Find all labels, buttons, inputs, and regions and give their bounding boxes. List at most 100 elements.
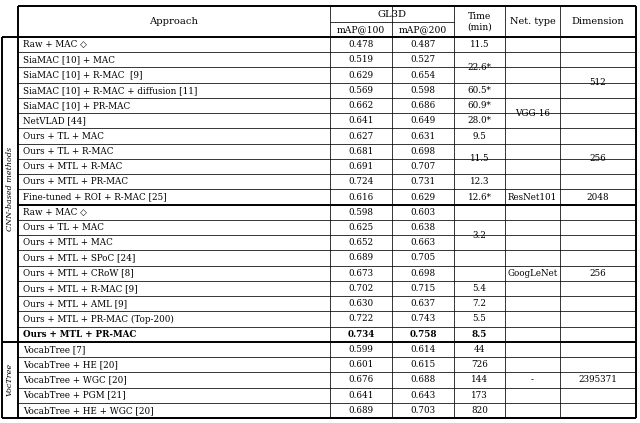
Text: 0.654: 0.654 bbox=[410, 71, 436, 80]
Text: 44: 44 bbox=[474, 345, 485, 354]
Text: 7.2: 7.2 bbox=[472, 299, 486, 308]
Text: 11.5: 11.5 bbox=[470, 154, 489, 163]
Text: 28.0*: 28.0* bbox=[468, 116, 492, 125]
Text: 0.731: 0.731 bbox=[410, 177, 436, 186]
Text: 0.629: 0.629 bbox=[348, 71, 374, 80]
Text: Net. type: Net. type bbox=[509, 17, 556, 26]
Text: 0.643: 0.643 bbox=[410, 390, 436, 400]
Text: 0.691: 0.691 bbox=[348, 162, 374, 171]
Text: 11.5: 11.5 bbox=[470, 40, 489, 49]
Text: CNN-based methods: CNN-based methods bbox=[6, 147, 14, 231]
Text: VGG-16: VGG-16 bbox=[515, 109, 550, 118]
Text: 0.569: 0.569 bbox=[349, 86, 374, 95]
Text: GL3D: GL3D bbox=[378, 9, 406, 19]
Text: 0.705: 0.705 bbox=[410, 253, 436, 263]
Text: VocTree: VocTree bbox=[6, 363, 14, 396]
Text: Raw + MAC ◇: Raw + MAC ◇ bbox=[23, 40, 87, 49]
Text: 0.686: 0.686 bbox=[410, 101, 436, 110]
Text: 820: 820 bbox=[471, 406, 488, 415]
Text: 0.689: 0.689 bbox=[348, 406, 374, 415]
Text: 0.631: 0.631 bbox=[410, 132, 436, 140]
Text: 0.681: 0.681 bbox=[348, 147, 374, 156]
Text: 0.673: 0.673 bbox=[348, 269, 374, 278]
Text: 0.758: 0.758 bbox=[409, 330, 436, 339]
Text: Ours + MTL + PR-MAC (Top-200): Ours + MTL + PR-MAC (Top-200) bbox=[23, 314, 174, 324]
Text: 256: 256 bbox=[589, 269, 606, 278]
Text: Ours + TL + R-MAC: Ours + TL + R-MAC bbox=[23, 147, 113, 156]
Text: 0.743: 0.743 bbox=[410, 314, 436, 324]
Text: 12.3: 12.3 bbox=[470, 177, 489, 186]
Text: 5.4: 5.4 bbox=[472, 284, 486, 293]
Text: 60.9*: 60.9* bbox=[468, 101, 492, 110]
Text: 0.698: 0.698 bbox=[410, 147, 436, 156]
Text: SiaMAC [10] + R-MAC + diffusion [11]: SiaMAC [10] + R-MAC + diffusion [11] bbox=[23, 86, 197, 95]
Text: 0.641: 0.641 bbox=[348, 116, 374, 125]
Text: 0.527: 0.527 bbox=[410, 55, 436, 64]
Text: 12.6*: 12.6* bbox=[468, 192, 492, 201]
Text: Ours + MTL + R-MAC [9]: Ours + MTL + R-MAC [9] bbox=[23, 284, 138, 293]
Text: VocabTree + PGM [21]: VocabTree + PGM [21] bbox=[23, 390, 125, 400]
Text: 0.625: 0.625 bbox=[348, 223, 374, 232]
Text: 9.5: 9.5 bbox=[472, 132, 486, 140]
Text: SiaMAC [10] + MAC: SiaMAC [10] + MAC bbox=[23, 55, 115, 64]
Text: Approach: Approach bbox=[150, 17, 198, 26]
Text: 60.5*: 60.5* bbox=[468, 86, 492, 95]
Text: 0.615: 0.615 bbox=[410, 360, 436, 369]
Text: VocabTree [7]: VocabTree [7] bbox=[23, 345, 85, 354]
Text: 0.662: 0.662 bbox=[348, 101, 374, 110]
Text: 0.641: 0.641 bbox=[348, 390, 374, 400]
Text: 0.734: 0.734 bbox=[348, 330, 374, 339]
Text: SiaMAC [10] + PR-MAC: SiaMAC [10] + PR-MAC bbox=[23, 101, 131, 110]
Text: Ours + MTL + MAC: Ours + MTL + MAC bbox=[23, 238, 113, 247]
Text: 0.724: 0.724 bbox=[348, 177, 374, 186]
Text: 0.703: 0.703 bbox=[410, 406, 436, 415]
Text: mAP@200: mAP@200 bbox=[399, 25, 447, 34]
Text: mAP@100: mAP@100 bbox=[337, 25, 385, 34]
Text: Ours + MTL + PR-MAC: Ours + MTL + PR-MAC bbox=[23, 177, 128, 186]
Text: GoogLeNet: GoogLeNet bbox=[508, 269, 557, 278]
Text: Ours + TL + MAC: Ours + TL + MAC bbox=[23, 223, 104, 232]
Text: 0.519: 0.519 bbox=[349, 55, 374, 64]
Text: Ours + MTL + SPoC [24]: Ours + MTL + SPoC [24] bbox=[23, 253, 136, 263]
Text: Raw + MAC ◇: Raw + MAC ◇ bbox=[23, 208, 87, 217]
Text: 0.603: 0.603 bbox=[410, 208, 436, 217]
Text: 0.707: 0.707 bbox=[410, 162, 436, 171]
Text: 0.649: 0.649 bbox=[410, 116, 436, 125]
Text: 0.663: 0.663 bbox=[410, 238, 436, 247]
Text: 0.616: 0.616 bbox=[348, 192, 374, 201]
Text: 0.638: 0.638 bbox=[410, 223, 436, 232]
Text: 0.702: 0.702 bbox=[348, 284, 374, 293]
Text: 8.5: 8.5 bbox=[472, 330, 487, 339]
Text: 0.652: 0.652 bbox=[348, 238, 374, 247]
Text: VocabTree + HE + WGC [20]: VocabTree + HE + WGC [20] bbox=[23, 406, 154, 415]
Text: Ours + MTL + R-MAC: Ours + MTL + R-MAC bbox=[23, 162, 122, 171]
Text: 173: 173 bbox=[471, 390, 488, 400]
Text: 144: 144 bbox=[471, 375, 488, 385]
Text: Fine-tuned + ROI + R-MAC [25]: Fine-tuned + ROI + R-MAC [25] bbox=[23, 192, 166, 201]
Text: 0.487: 0.487 bbox=[410, 40, 436, 49]
Text: NetVLAD [44]: NetVLAD [44] bbox=[23, 116, 86, 125]
Text: 5.5: 5.5 bbox=[472, 314, 486, 324]
Text: 0.601: 0.601 bbox=[348, 360, 374, 369]
Text: 3.2: 3.2 bbox=[472, 231, 486, 239]
Text: VocabTree + WGC [20]: VocabTree + WGC [20] bbox=[23, 375, 127, 385]
Text: 0.698: 0.698 bbox=[410, 269, 436, 278]
Text: Ours + MTL + AML [9]: Ours + MTL + AML [9] bbox=[23, 299, 127, 308]
Text: 0.689: 0.689 bbox=[348, 253, 374, 263]
Text: 2048: 2048 bbox=[587, 192, 609, 201]
Text: 0.722: 0.722 bbox=[348, 314, 374, 324]
Text: 0.599: 0.599 bbox=[349, 345, 373, 354]
Text: 0.629: 0.629 bbox=[410, 192, 436, 201]
Text: 2395371: 2395371 bbox=[579, 375, 618, 385]
Text: Time
(min): Time (min) bbox=[467, 12, 492, 31]
Text: 0.676: 0.676 bbox=[348, 375, 374, 385]
Text: 0.637: 0.637 bbox=[410, 299, 436, 308]
Text: 0.627: 0.627 bbox=[348, 132, 374, 140]
Text: 0.598: 0.598 bbox=[349, 208, 374, 217]
Text: Ours + MTL + PR-MAC: Ours + MTL + PR-MAC bbox=[23, 330, 136, 339]
Text: Ours + MTL + CRoW [8]: Ours + MTL + CRoW [8] bbox=[23, 269, 134, 278]
Text: 512: 512 bbox=[589, 78, 606, 87]
Text: 0.614: 0.614 bbox=[410, 345, 436, 354]
Text: Ours + TL + MAC: Ours + TL + MAC bbox=[23, 132, 104, 140]
Text: 0.478: 0.478 bbox=[348, 40, 374, 49]
